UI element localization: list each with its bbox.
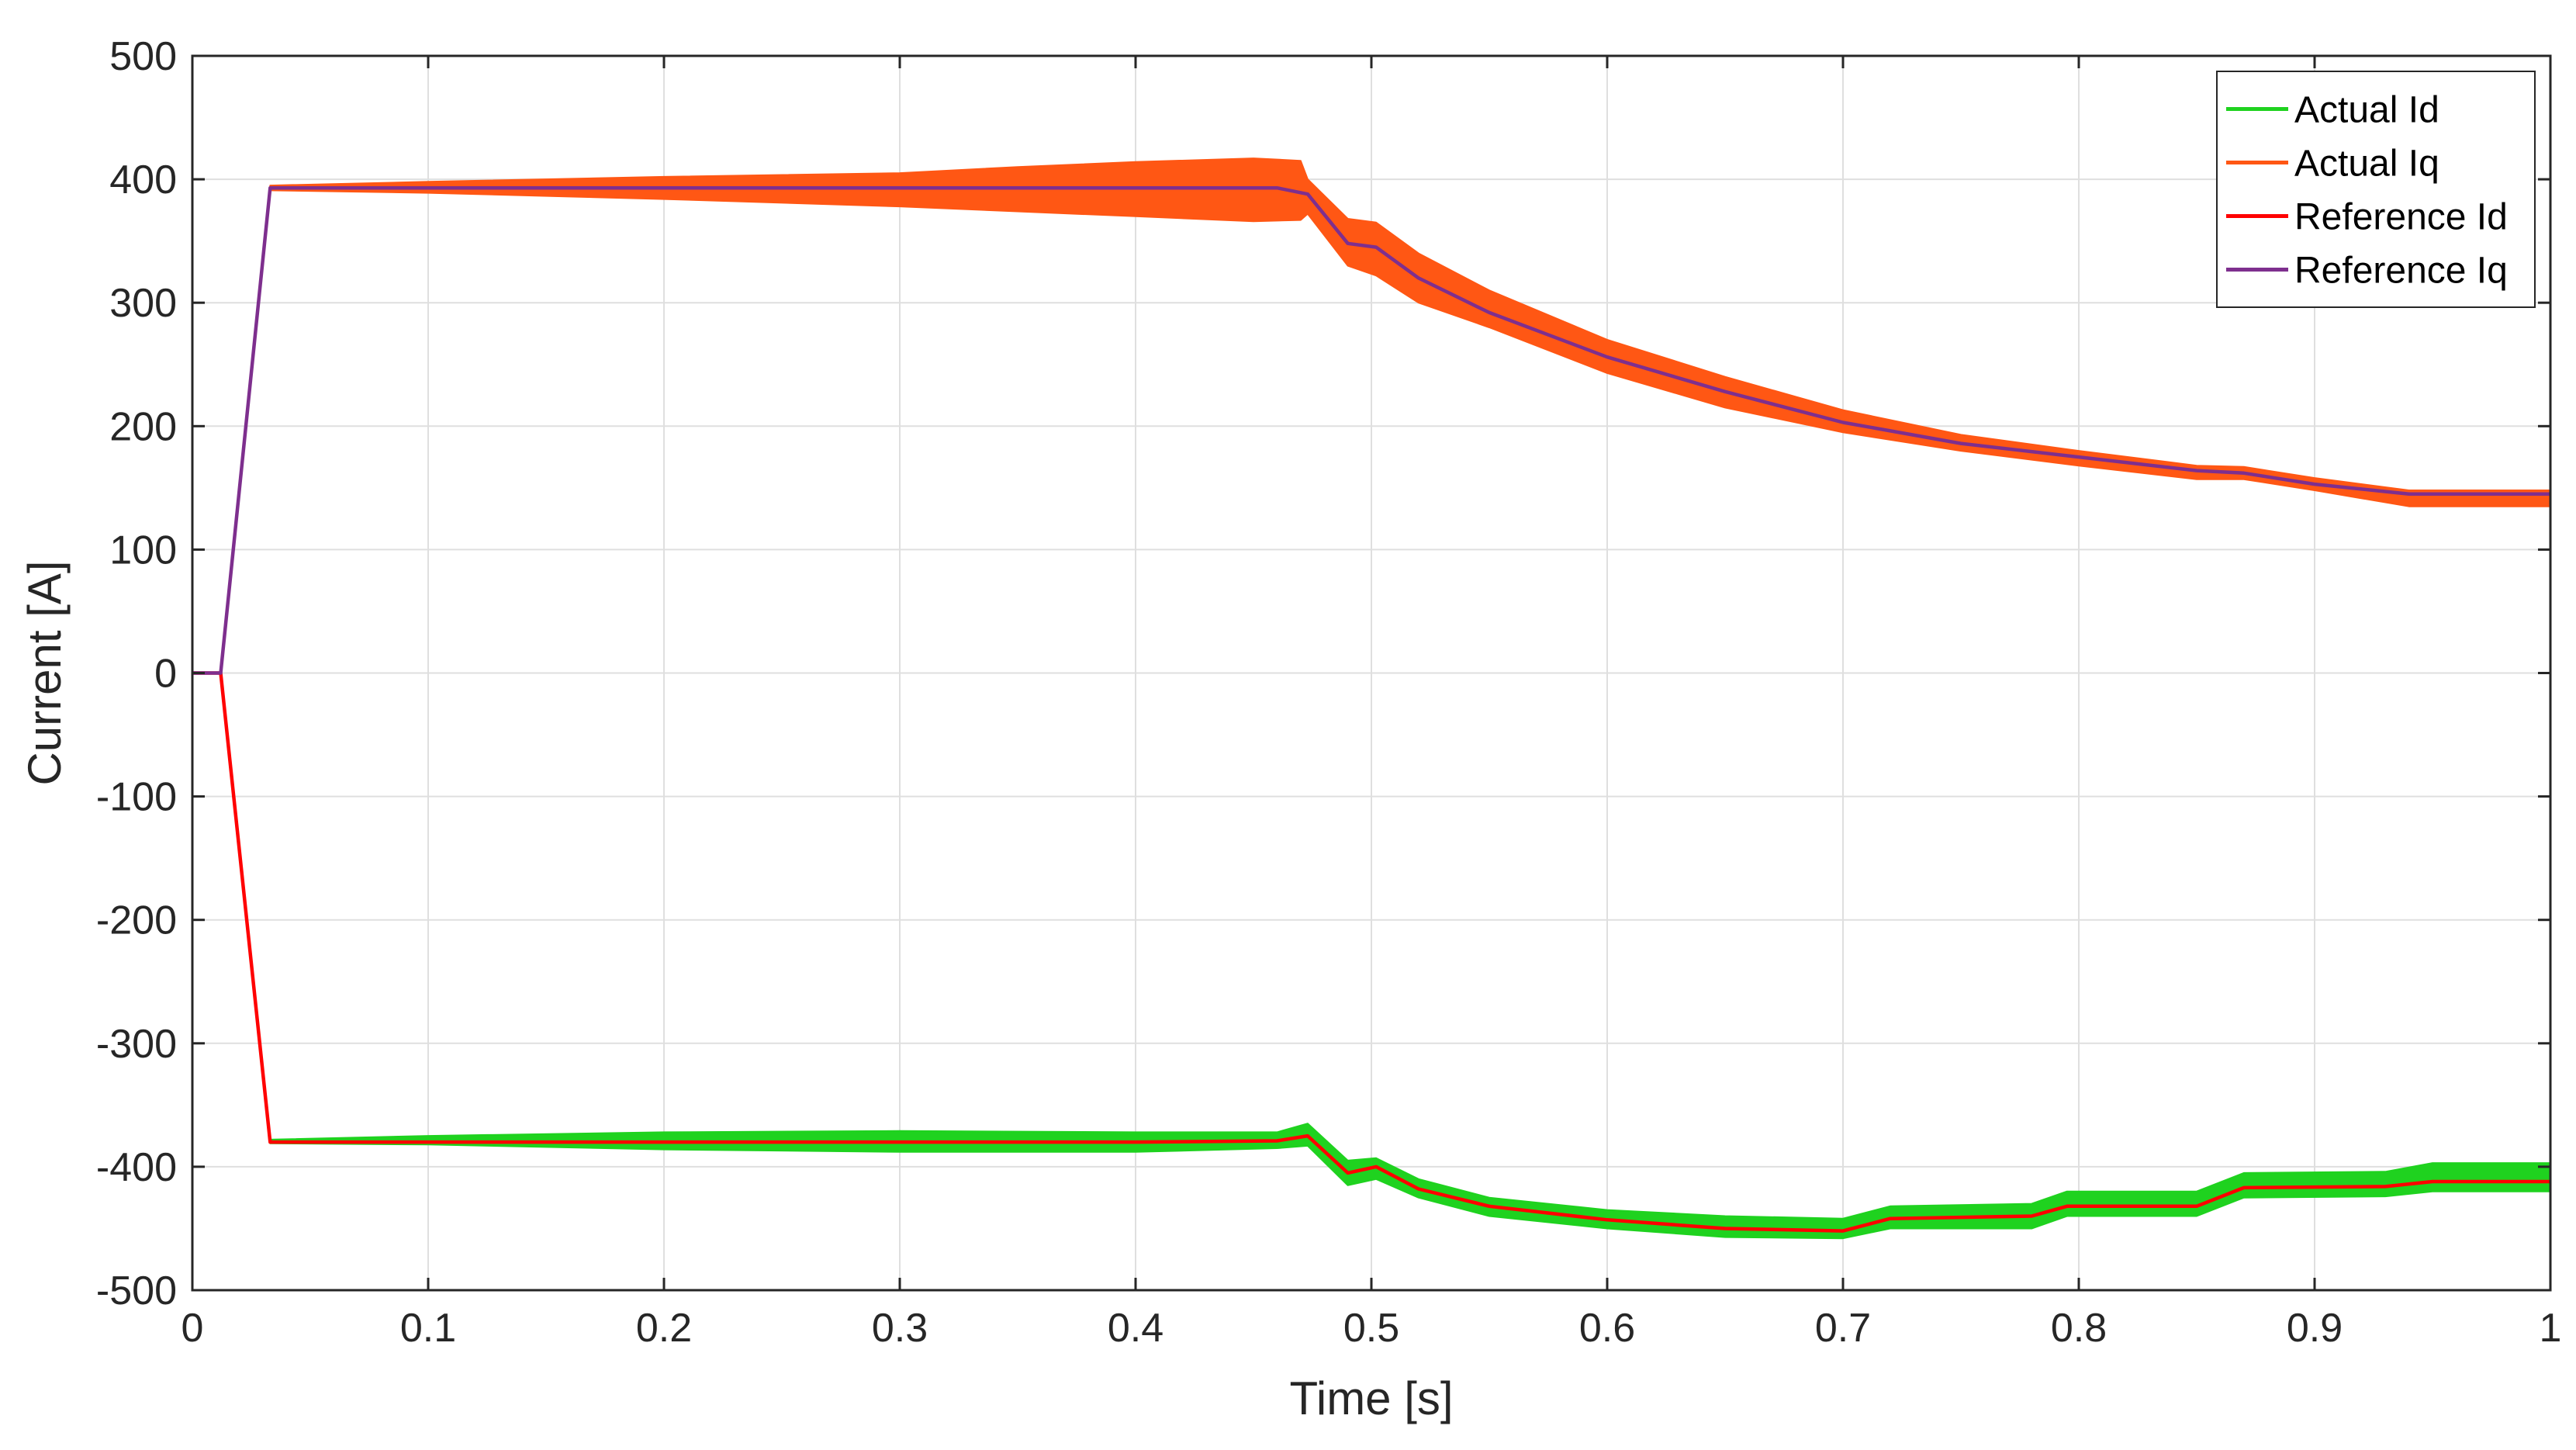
legend-label-actual-id: Actual Id: [2294, 90, 2439, 131]
y-tick-label: 200: [109, 404, 177, 449]
legend-label-actual-iq: Actual Iq: [2294, 144, 2439, 185]
legend-label-reference-id: Reference Id: [2294, 197, 2508, 238]
x-tick-label: 0.9: [2287, 1306, 2343, 1351]
x-tick-label: 0.6: [1579, 1306, 1635, 1351]
x-axis-label: Time [s]: [1289, 1372, 1453, 1424]
x-tick-label: 0.4: [1108, 1306, 1164, 1351]
y-tick-label: -100: [96, 775, 177, 820]
y-tick-label: -300: [96, 1022, 177, 1067]
x-tick-label: 0.5: [1343, 1306, 1399, 1351]
series-reference-iq-line: [192, 185, 2550, 675]
series-reference-id-line: [192, 671, 2550, 1233]
y-tick-label: -200: [96, 898, 177, 943]
x-tick-label: 0.3: [872, 1306, 928, 1351]
x-tick-label: 1: [2540, 1306, 2562, 1351]
x-tick-label: 0.8: [2051, 1306, 2107, 1351]
y-tick-label: 500: [109, 34, 177, 79]
legend: Actual Id Actual Iq Reference Id Reference …: [2216, 71, 2536, 308]
legend-items: Actual Id Actual Iq Reference Id Reference …: [2226, 90, 2508, 292]
series-actual-iq-band: [269, 157, 2551, 507]
y-tick-label: 400: [109, 157, 177, 202]
x-tick-label: 0.2: [636, 1306, 692, 1351]
axis-ticks: 0 0.1 0.2 0.3 0.4 0.5 0.6 0.7 0.8 0.9 1 -500 -400 -30…: [96, 34, 2562, 1351]
grid-lines: [192, 56, 2550, 1290]
y-tick-label: -500: [96, 1268, 177, 1313]
x-tick-label: 0.1: [400, 1306, 456, 1351]
x-tick-label: 0.7: [1815, 1306, 1871, 1351]
y-tick-label: 100: [109, 528, 177, 573]
y-axis-label: Current [A]: [19, 560, 71, 785]
y-tick-label: 0: [154, 652, 177, 697]
y-tick-label: 300: [109, 281, 177, 326]
x-tick-label: 0: [182, 1306, 204, 1351]
legend-label-reference-iq: Reference Iq: [2294, 251, 2508, 292]
y-tick-label: -400: [96, 1145, 177, 1190]
